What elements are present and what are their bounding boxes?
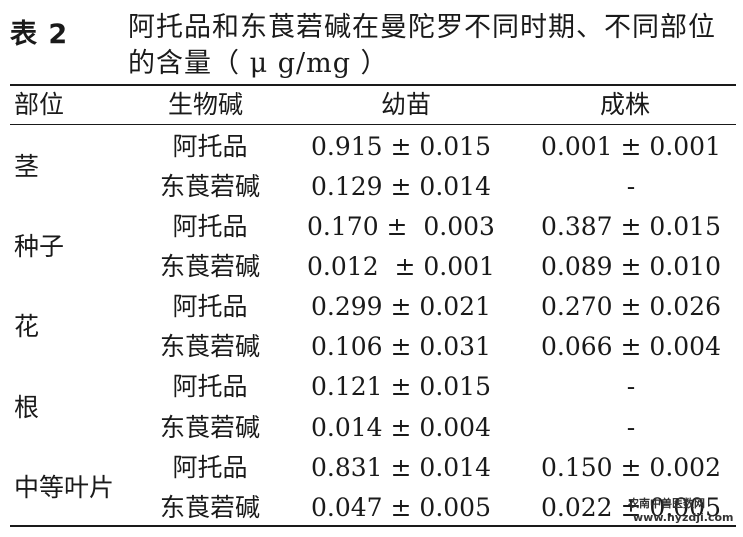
header-seedling: 幼苗 bbox=[381, 90, 432, 119]
table-title-line-2: 的含量（ μ g/mg ） bbox=[128, 48, 389, 79]
cell-adult-value: 0.150 ± 0.002 bbox=[541, 453, 721, 482]
cell-seedling-value: 0.047 ± 0.005 bbox=[311, 493, 491, 522]
table-title-line-1: 阿托品和东莨菪碱在曼陀罗不同时期、不同部位 bbox=[128, 12, 716, 43]
watermark-text: 农南中兽医数网 bbox=[628, 497, 705, 510]
header-adult: 成株 bbox=[600, 90, 651, 119]
table-top-rule bbox=[10, 84, 736, 86]
cell-adult-value: 0.022 ± 0.005 bbox=[541, 493, 721, 522]
cell-seedling-value: 0.121 ± 0.015 bbox=[311, 372, 491, 401]
row-part-root: 根 bbox=[14, 393, 40, 422]
row-part-medium-leaf: 中等叶片 bbox=[14, 473, 115, 502]
cell-adult-value: 0.387 ± 0.015 bbox=[541, 212, 721, 241]
cell-seedling-value: 0.299 ± 0.021 bbox=[311, 292, 491, 321]
table-bottom-rule bbox=[10, 525, 736, 527]
cell-adult-value: - bbox=[626, 413, 636, 442]
cell-alkaloid: 东莨菪碱 bbox=[159, 413, 260, 442]
watermark-url: www.nyzdji.com bbox=[633, 511, 734, 524]
cell-alkaloid: 东莨菪碱 bbox=[159, 332, 260, 361]
cell-adult-value: 0.001 ± 0.001 bbox=[541, 132, 721, 161]
cell-alkaloid: 阿托品 bbox=[172, 292, 248, 321]
row-part-stem: 茎 bbox=[14, 152, 40, 181]
cell-adult-value: 0.089 ± 0.010 bbox=[541, 252, 721, 281]
cell-seedling-value: 0.831 ± 0.014 bbox=[311, 453, 491, 482]
cell-seedling-value: 0.915 ± 0.015 bbox=[311, 132, 491, 161]
table-title: 阿托品和东莨菪碱在曼陀罗不同时期、不同部位 的含量（ μ g/mg ） bbox=[128, 10, 733, 82]
cell-seedling-value: 0.106 ± 0.031 bbox=[311, 332, 491, 361]
table-title-block: 表 2 阿托品和东莨菪碱在曼陀罗不同时期、不同部位 的含量（ μ g/mg ） bbox=[10, 10, 735, 90]
cell-alkaloid: 阿托品 bbox=[172, 372, 248, 401]
cell-alkaloid: 阿托品 bbox=[172, 132, 248, 161]
cell-adult-value: - bbox=[626, 172, 636, 201]
cell-alkaloid: 东莨菪碱 bbox=[159, 252, 260, 281]
cell-alkaloid: 阿托品 bbox=[172, 453, 248, 482]
cell-alkaloid: 东莨菪碱 bbox=[159, 172, 260, 201]
cell-adult-value: 0.270 ± 0.026 bbox=[541, 292, 721, 321]
cell-alkaloid: 东莨菪碱 bbox=[159, 493, 260, 522]
row-part-flower: 花 bbox=[14, 312, 40, 341]
cell-adult-value: - bbox=[626, 372, 636, 401]
cell-adult-value: 0.066 ± 0.004 bbox=[541, 332, 721, 361]
header-part: 部位 bbox=[14, 90, 65, 119]
table-header-rule bbox=[10, 124, 736, 125]
header-alkaloid: 生物碱 bbox=[168, 90, 244, 119]
cell-seedling-value: 0.170 ± 0.003 bbox=[307, 212, 495, 241]
row-part-seed: 种子 bbox=[14, 232, 65, 261]
cell-seedling-value: 0.014 ± 0.004 bbox=[311, 413, 491, 442]
table-label: 表 2 bbox=[10, 19, 69, 50]
cell-seedling-value: 0.012 ± 0.001 bbox=[307, 252, 495, 281]
cell-seedling-value: 0.129 ± 0.014 bbox=[311, 172, 491, 201]
cell-alkaloid: 阿托品 bbox=[172, 212, 248, 241]
